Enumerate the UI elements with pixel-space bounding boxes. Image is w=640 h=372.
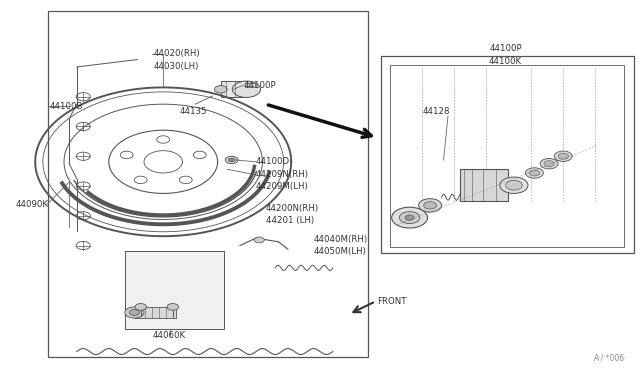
Text: 44209M(LH): 44209M(LH) <box>256 182 308 191</box>
Text: 44135: 44135 <box>179 107 207 116</box>
Circle shape <box>540 158 558 169</box>
Text: 44200N(RH): 44200N(RH) <box>266 204 319 213</box>
Text: 44100P: 44100P <box>243 81 276 90</box>
Circle shape <box>392 207 428 228</box>
Text: 44100K: 44100K <box>489 57 522 66</box>
Bar <box>381 56 634 253</box>
Circle shape <box>167 304 179 310</box>
Text: 44100B: 44100B <box>49 102 83 110</box>
Circle shape <box>135 304 147 310</box>
Circle shape <box>554 151 572 161</box>
Circle shape <box>125 307 144 318</box>
Circle shape <box>506 180 522 190</box>
Circle shape <box>558 153 568 159</box>
Bar <box>460 169 508 201</box>
Text: 44201 (LH): 44201 (LH) <box>266 216 314 225</box>
Circle shape <box>500 177 528 193</box>
Circle shape <box>419 199 442 212</box>
Circle shape <box>424 202 436 209</box>
Text: 44209N(RH): 44209N(RH) <box>256 170 309 179</box>
Circle shape <box>405 215 414 220</box>
Circle shape <box>254 237 264 243</box>
Circle shape <box>544 161 554 167</box>
Bar <box>390 65 624 247</box>
Bar <box>48 11 368 357</box>
Text: 44020(RH): 44020(RH) <box>154 49 200 58</box>
Bar <box>245 83 255 87</box>
Text: 44100D: 44100D <box>256 157 290 166</box>
Circle shape <box>225 156 238 164</box>
Text: 44050M(LH): 44050M(LH) <box>314 247 367 256</box>
Text: A·/·*006·: A·/·*006· <box>594 354 627 363</box>
Circle shape <box>129 310 140 315</box>
Circle shape <box>529 170 540 176</box>
Circle shape <box>228 158 235 162</box>
Text: 44030(LH): 44030(LH) <box>154 62 199 71</box>
Bar <box>221 81 246 97</box>
Circle shape <box>214 86 227 93</box>
Text: 44060K: 44060K <box>153 331 186 340</box>
Text: 44128: 44128 <box>422 107 450 116</box>
Text: 44040M(RH): 44040M(RH) <box>314 235 368 244</box>
Text: FRONT: FRONT <box>378 297 407 306</box>
Circle shape <box>232 81 260 97</box>
Text: 44100P: 44100P <box>490 44 522 53</box>
Text: 44090K: 44090K <box>16 200 49 209</box>
Bar <box>125 251 224 329</box>
Circle shape <box>525 168 543 178</box>
Bar <box>134 307 176 318</box>
Circle shape <box>399 212 420 224</box>
